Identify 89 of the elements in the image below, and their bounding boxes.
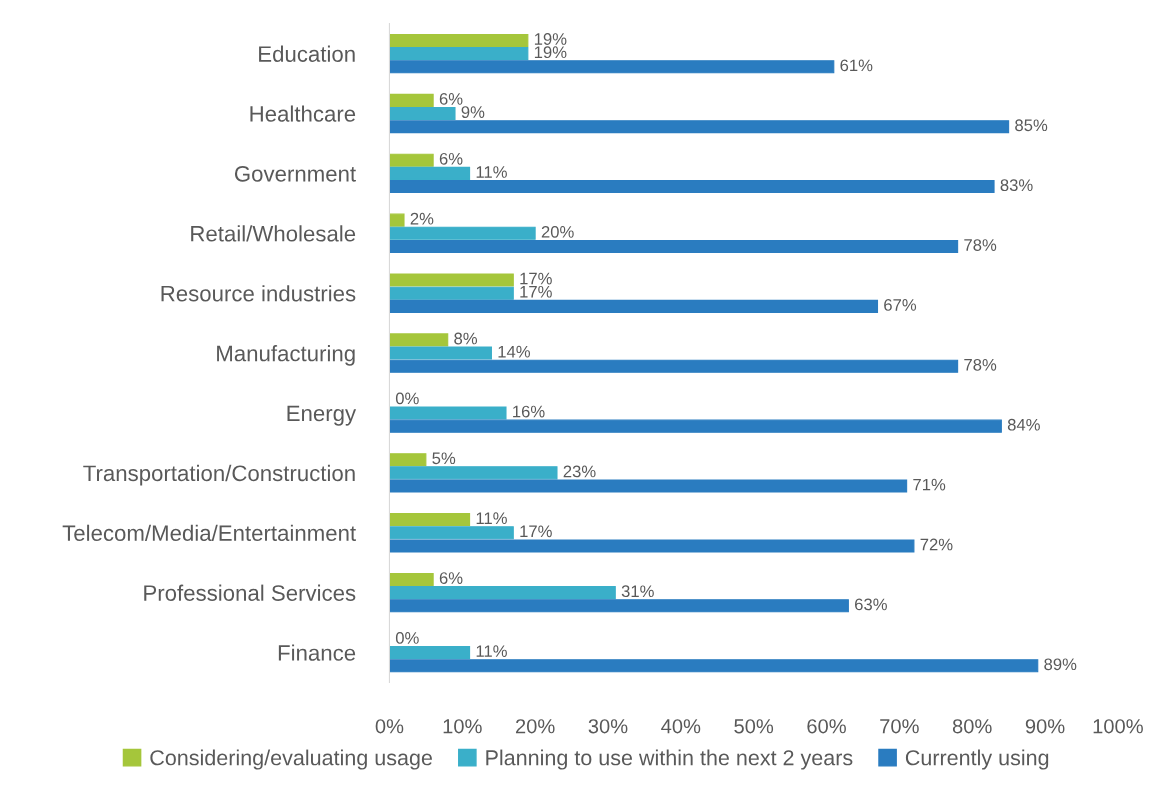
bar bbox=[389, 93, 434, 107]
bar bbox=[389, 453, 427, 467]
legend-label: Considering/evaluating usage bbox=[150, 749, 432, 770]
bar bbox=[389, 239, 959, 254]
bar bbox=[389, 479, 908, 493]
bar bbox=[389, 346, 492, 360]
bar bbox=[389, 106, 456, 121]
bar bbox=[389, 47, 529, 61]
bar bbox=[389, 659, 1039, 673]
bar bbox=[389, 153, 434, 167]
data-label: 6% bbox=[439, 152, 463, 165]
y-tick-label: Transportation/Construction bbox=[83, 464, 355, 486]
data-label: 11% bbox=[476, 645, 507, 657]
y-tick-label: Manufacturing bbox=[217, 345, 355, 366]
data-label: 6% bbox=[439, 93, 463, 105]
y-tick-label: Retail/Wholesale bbox=[191, 225, 356, 242]
data-label: 19% bbox=[534, 46, 567, 59]
data-label: 11% bbox=[476, 512, 507, 524]
data-label: 19% bbox=[534, 33, 567, 45]
y-tick-label: Professional Services bbox=[144, 584, 356, 601]
data-label: 85% bbox=[1015, 119, 1048, 132]
bar bbox=[389, 299, 879, 313]
x-tick-label: 80% bbox=[952, 719, 992, 734]
data-label: 16% bbox=[513, 405, 545, 418]
legend-label: Currently using bbox=[905, 749, 1049, 770]
x-tick-label: 50% bbox=[734, 719, 774, 734]
data-label: 20% bbox=[541, 225, 574, 238]
bar bbox=[389, 333, 449, 347]
x-tick-label: 20% bbox=[515, 719, 555, 734]
bar bbox=[389, 572, 434, 587]
data-label: 8% bbox=[454, 332, 478, 345]
y-tick-label: Government bbox=[234, 165, 356, 182]
bar bbox=[389, 599, 849, 613]
data-label: 17% bbox=[520, 285, 552, 298]
x-tick-label: 60% bbox=[807, 719, 846, 734]
data-label: 23% bbox=[563, 465, 596, 478]
data-label: 84% bbox=[1007, 418, 1040, 431]
bar bbox=[389, 406, 507, 420]
data-label: 67% bbox=[884, 299, 917, 311]
bar bbox=[389, 33, 529, 47]
bar bbox=[389, 273, 514, 287]
data-label: 31% bbox=[621, 585, 654, 598]
x-tick-label: 0% bbox=[375, 719, 404, 734]
data-label: 61% bbox=[840, 59, 873, 72]
y-tick-label: Resource industries bbox=[161, 285, 356, 302]
y-tick-label: Finance bbox=[278, 644, 356, 661]
x-tick-label: 90% bbox=[1025, 719, 1065, 734]
bar bbox=[389, 645, 471, 660]
x-tick-label: 10% bbox=[443, 719, 482, 734]
bar bbox=[389, 226, 536, 240]
bar bbox=[389, 60, 835, 74]
data-label: 71% bbox=[913, 478, 946, 491]
data-label: 0% bbox=[395, 392, 419, 405]
data-label: 78% bbox=[964, 358, 997, 371]
bar bbox=[389, 120, 1010, 134]
bar bbox=[389, 526, 514, 540]
data-label: 0% bbox=[395, 632, 419, 644]
bar bbox=[389, 286, 514, 300]
bar bbox=[389, 513, 471, 527]
data-label: 63% bbox=[855, 598, 887, 611]
x-tick-label: 70% bbox=[880, 719, 919, 734]
bar bbox=[389, 213, 405, 227]
bar bbox=[389, 466, 558, 480]
bar bbox=[389, 359, 959, 373]
data-label: 17% bbox=[520, 272, 552, 285]
bar bbox=[389, 539, 915, 553]
legend-label: Planning to use within the next 2 years bbox=[486, 749, 853, 770]
y-tick-label: Energy bbox=[287, 405, 357, 426]
data-label: 89% bbox=[1044, 658, 1077, 671]
data-label: 5% bbox=[432, 452, 456, 465]
data-label: 72% bbox=[920, 538, 953, 551]
bar bbox=[389, 586, 616, 600]
bar bbox=[389, 180, 995, 194]
x-tick-label: 40% bbox=[661, 719, 701, 734]
bar bbox=[389, 166, 471, 180]
data-label: 9% bbox=[461, 106, 485, 118]
data-label: 17% bbox=[520, 525, 552, 538]
data-label: 11% bbox=[476, 166, 507, 178]
y-tick-label: Healthcare bbox=[250, 105, 356, 122]
bar bbox=[389, 419, 1002, 433]
x-tick-label: 100% bbox=[1093, 719, 1143, 734]
data-label: 83% bbox=[1000, 179, 1033, 192]
y-tick-label: Telecom/Media/Entertainment bbox=[62, 524, 356, 542]
data-label: 6% bbox=[439, 572, 463, 584]
y-tick-label: Education bbox=[259, 45, 355, 62]
data-label: 14% bbox=[498, 345, 531, 358]
data-label: 78% bbox=[964, 239, 997, 251]
data-label: 2% bbox=[410, 212, 434, 225]
x-tick-label: 30% bbox=[588, 719, 628, 734]
